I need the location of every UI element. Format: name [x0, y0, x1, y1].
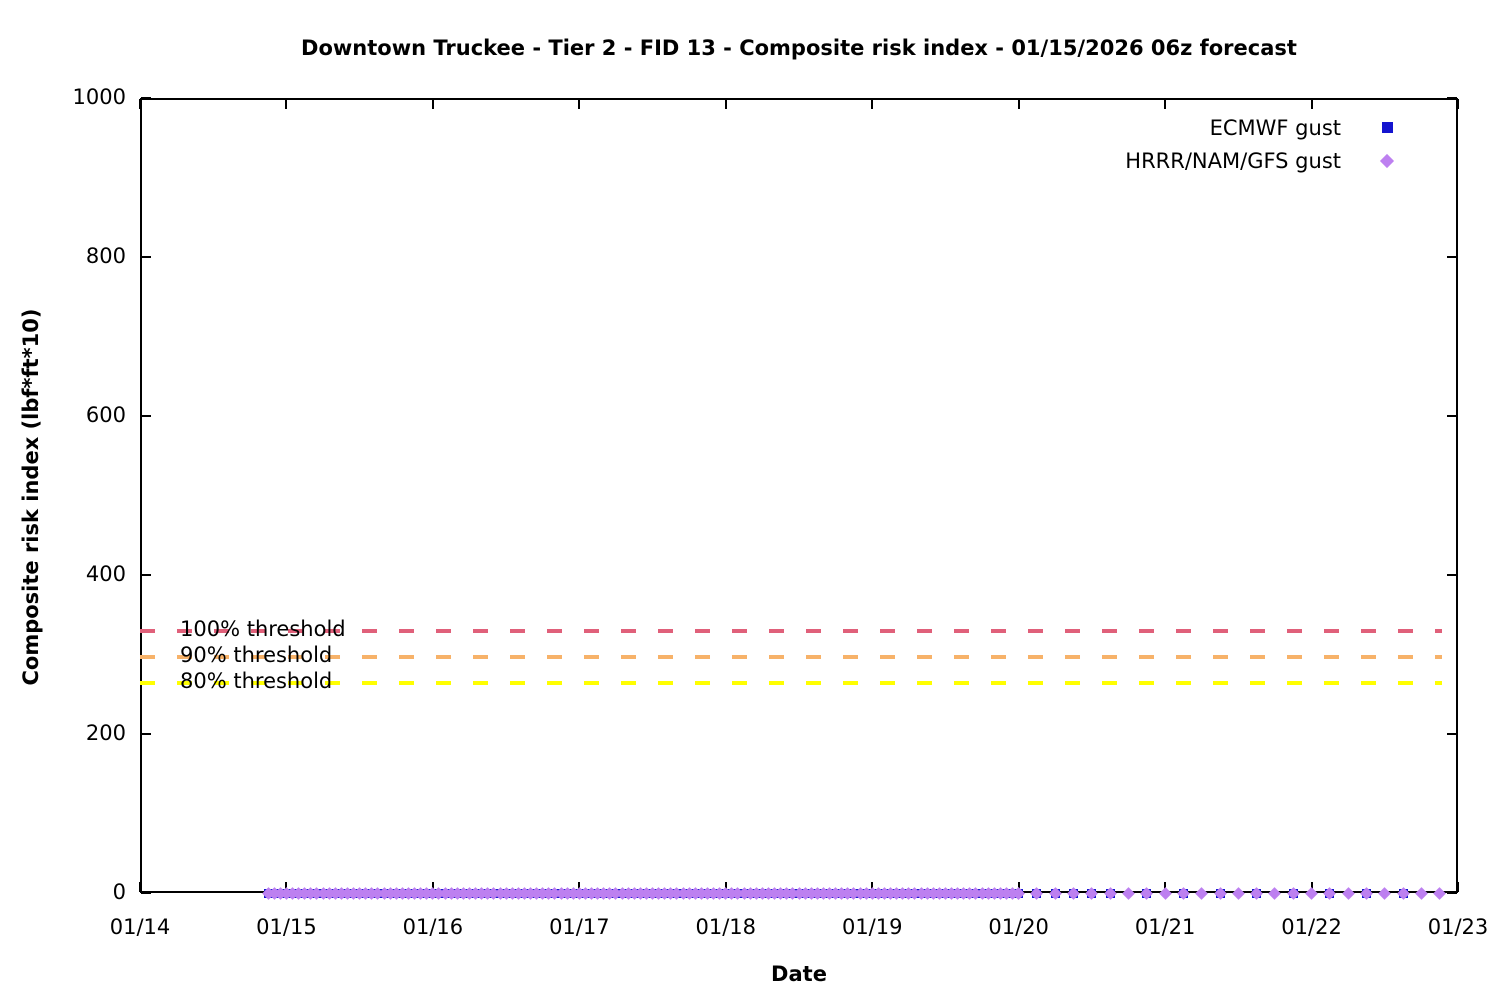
y-tick-mark-right	[1447, 733, 1457, 735]
y-tick-mark-right	[1447, 97, 1457, 99]
x-axis-title: Date	[771, 962, 827, 986]
x-tick-mark-top	[1457, 99, 1459, 109]
legend-item: HRRR/NAM/GFS gust	[1125, 144, 1433, 177]
y-tick-mark	[141, 256, 151, 258]
x-tick-label: 01/19	[841, 915, 903, 939]
threshold-label: 90% threshold	[180, 642, 333, 667]
y-axis-title: Composite risk index (lbf*ft*10)	[19, 308, 43, 686]
legend-item-label: HRRR/NAM/GFS gust	[1125, 148, 1341, 173]
threshold-label: 80% threshold	[180, 669, 333, 694]
y-tick-mark	[141, 415, 151, 417]
y-tick-label: 200	[85, 721, 126, 745]
y-tick-mark	[141, 97, 151, 99]
threshold-label: 100% threshold	[180, 616, 346, 641]
legend-diamond-marker-icon	[1379, 153, 1395, 168]
x-tick-mark-top	[1310, 99, 1313, 109]
x-tick-mark-top	[139, 99, 141, 109]
x-tick-mark-top	[1017, 99, 1020, 109]
x-tick-label: 01/14	[109, 915, 171, 939]
chart-title: Downtown Truckee - Tier 2 - FID 13 - Com…	[301, 36, 1297, 60]
y-tick-mark	[141, 892, 151, 894]
legend-marker-cell	[1341, 122, 1433, 133]
y-tick-mark-right	[1447, 574, 1457, 576]
x-tick-mark-top	[578, 99, 581, 109]
x-tick-label: 01/15	[256, 915, 317, 939]
x-tick-label: 01/23	[1427, 915, 1489, 939]
x-tick-label: 01/16	[402, 915, 464, 939]
y-tick-mark-right	[1447, 415, 1457, 417]
y-tick-label: 1000	[72, 85, 126, 109]
x-tick-label: 01/18	[695, 915, 757, 939]
threshold-line	[140, 681, 1442, 686]
x-tick-mark-top	[724, 99, 727, 109]
y-tick-label: 600	[85, 403, 126, 427]
y-tick-mark	[141, 574, 151, 576]
legend-marker-cell	[1341, 153, 1433, 168]
plot-area-border	[140, 98, 1458, 893]
y-tick-label: 400	[85, 562, 126, 586]
y-tick-label: 800	[85, 244, 126, 268]
y-tick-label: 0	[112, 880, 126, 904]
legend-square-marker-icon	[1381, 122, 1393, 133]
threshold-line	[140, 628, 1442, 633]
x-tick-mark-top	[1164, 99, 1167, 109]
x-tick-mark-top	[285, 99, 288, 109]
y-tick-mark	[141, 733, 151, 735]
legend-item-label: ECMWF gust	[1209, 115, 1341, 140]
x-tick-label: 01/22	[1281, 915, 1342, 939]
x-tick-label: 01/17	[549, 915, 610, 939]
chart-legend: ECMWF gust HRRR/NAM/GFS gust	[1125, 111, 1433, 177]
legend-item: ECMWF gust	[1125, 111, 1433, 144]
threshold-line	[140, 654, 1442, 659]
x-tick-mark-top	[871, 99, 874, 109]
y-tick-mark-right	[1447, 892, 1457, 894]
x-tick-label: 01/20	[988, 915, 1049, 939]
y-tick-mark-right	[1447, 256, 1457, 258]
x-tick-label: 01/21	[1134, 915, 1196, 939]
x-tick-mark	[1457, 882, 1459, 892]
x-tick-mark	[139, 882, 141, 892]
x-tick-mark-top	[431, 99, 434, 109]
